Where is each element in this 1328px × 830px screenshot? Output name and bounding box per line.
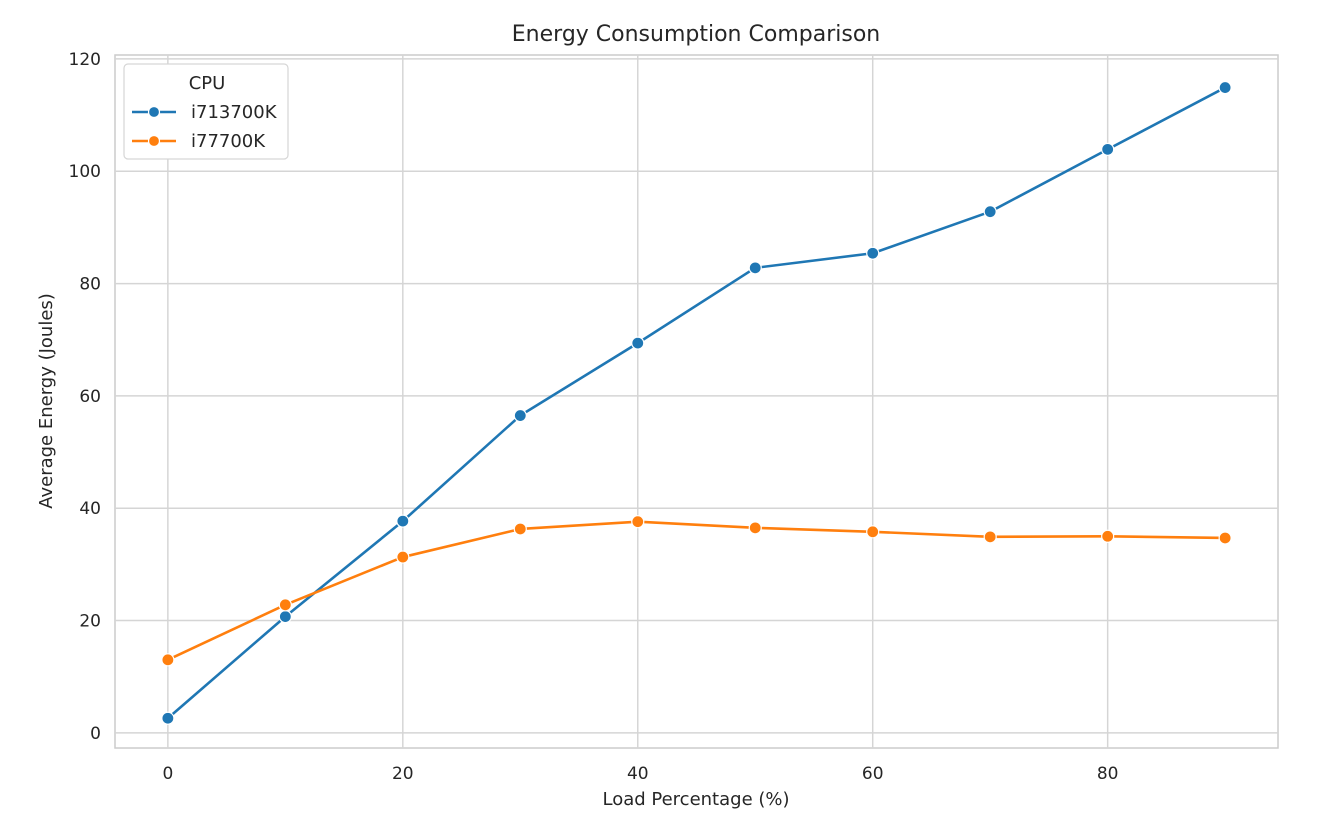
y-tick-label: 0 <box>90 724 101 744</box>
data-point-i77700K <box>513 522 527 536</box>
data-point-i713700K <box>866 246 880 260</box>
y-tick-label: 40 <box>79 499 101 519</box>
x-tick-label: 0 <box>162 764 173 784</box>
tick-labels: 0 20 40 60 80 0 20 40 60 80 100 120 <box>69 50 1119 784</box>
y-tick-label: 120 <box>69 50 101 70</box>
legend: CPU i713700K i77700K <box>123 63 289 160</box>
y-tick-label: 100 <box>69 162 101 182</box>
data-point-i77700K <box>866 525 880 539</box>
data-point-i77700K <box>161 653 175 667</box>
y-axis-label: Average Energy (Joules) <box>36 293 57 509</box>
x-axis-label: Load Percentage (%) <box>602 789 789 810</box>
x-tick-label: 40 <box>627 764 649 784</box>
data-point-i713700K <box>513 408 527 423</box>
data-point-i713700K <box>1101 142 1115 156</box>
data-point-i713700K <box>396 514 410 528</box>
plot-area <box>114 54 1279 749</box>
data-point-i77700K <box>983 530 997 544</box>
legend-box <box>123 63 289 160</box>
legend-marker-i77700K <box>147 134 161 148</box>
y-tick-label: 20 <box>79 612 101 632</box>
x-tick-label: 80 <box>1097 764 1119 784</box>
legend-title: CPU <box>189 73 226 94</box>
y-tick-label: 60 <box>79 387 101 407</box>
grid <box>115 55 1278 748</box>
data-point-i77700K <box>1101 529 1115 543</box>
data-point-i713700K <box>1218 80 1232 95</box>
x-tick-label: 20 <box>392 764 414 784</box>
legend-label-i713700K: i713700K <box>191 102 278 123</box>
legend-marker-i713700K <box>147 105 161 119</box>
series-layer <box>161 80 1232 725</box>
chart-title: Energy Consumption Comparison <box>512 22 880 47</box>
data-point-i713700K <box>631 336 645 350</box>
data-point-i77700K <box>631 515 645 529</box>
legend-label-i77700K: i77700K <box>191 131 266 152</box>
data-point-i713700K <box>161 711 175 725</box>
data-point-i713700K <box>748 261 762 275</box>
data-point-i713700K <box>983 205 997 219</box>
series-line-i77700K <box>166 520 1227 662</box>
data-point-i713700K <box>278 609 292 624</box>
x-tick-label: 60 <box>862 764 884 784</box>
data-point-i77700K <box>748 521 762 535</box>
data-point-i77700K <box>396 550 410 564</box>
series-line-i713700K <box>166 86 1227 720</box>
data-point-i77700K <box>1218 531 1232 545</box>
data-point-i77700K <box>278 598 292 612</box>
y-tick-label: 80 <box>79 275 101 295</box>
